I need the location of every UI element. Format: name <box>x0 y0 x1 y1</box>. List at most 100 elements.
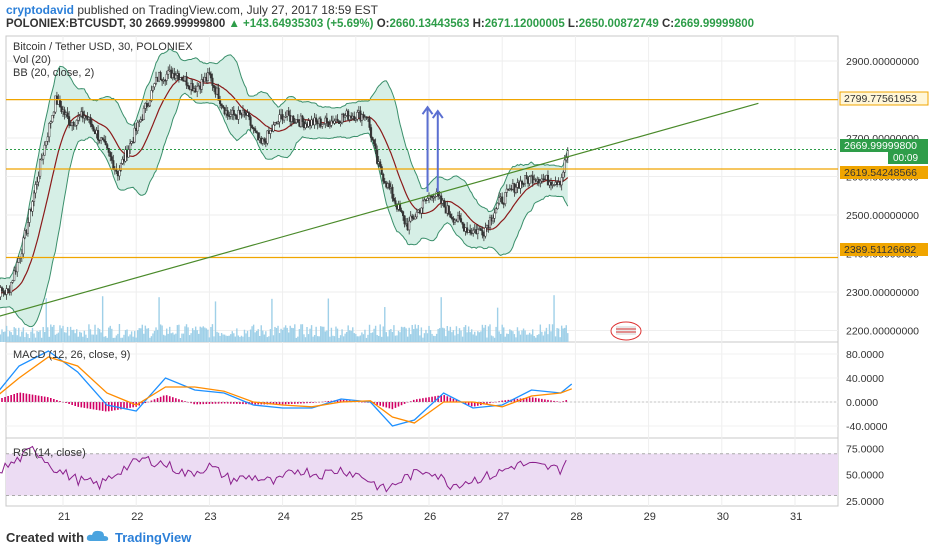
candle-body <box>209 73 212 79</box>
candle-body <box>32 192 36 202</box>
volume-bar <box>149 337 151 342</box>
candle-body <box>90 123 94 127</box>
volume-bar <box>431 333 433 342</box>
volume-bar <box>466 332 468 342</box>
candle-body <box>371 137 374 141</box>
volume-bar <box>362 334 365 342</box>
macd-histogram-bar <box>553 400 555 402</box>
volume-bar <box>315 326 317 342</box>
candle-body <box>333 120 336 124</box>
candle-body <box>119 163 123 171</box>
volume-bar <box>86 337 89 342</box>
flag-icon[interactable] <box>610 321 642 341</box>
x-tick-label: 23 <box>204 511 216 523</box>
macd-signal-line <box>0 356 572 424</box>
volume-bar <box>48 336 50 342</box>
candle-body <box>254 128 257 132</box>
macd-histogram-bar <box>239 402 241 404</box>
volume-bar <box>390 329 392 342</box>
tradingview-brand[interactable]: TradingView <box>115 530 192 545</box>
volume-bar <box>176 325 179 342</box>
candle-body <box>187 84 190 87</box>
candle-body <box>5 288 8 295</box>
volume-bar <box>252 324 255 342</box>
candle-body <box>101 137 104 140</box>
volume-bar <box>140 328 142 342</box>
volume-bar <box>425 329 427 342</box>
volume-bar <box>237 335 240 342</box>
candle-body <box>229 114 232 117</box>
candle-body <box>414 216 417 220</box>
candle-body <box>362 114 365 118</box>
volume-bar <box>13 327 15 342</box>
candle-body <box>103 139 106 142</box>
macd-pane[interactable] <box>5 341 839 439</box>
volume-bar <box>321 326 323 342</box>
volume-bar <box>306 326 308 342</box>
volume-bar <box>376 334 378 342</box>
volume-bar <box>535 337 537 342</box>
macd-histogram-bar <box>254 402 256 405</box>
macd-histogram-bar <box>525 397 528 402</box>
volume-bar <box>492 336 494 342</box>
macd-histogram-bar <box>25 393 28 402</box>
candle-body <box>23 230 26 239</box>
candle-body <box>426 198 429 201</box>
macd-histogram-bar <box>498 401 500 402</box>
macd-histogram-bar <box>129 402 131 408</box>
candle-body <box>278 114 281 123</box>
volume-bar <box>233 333 235 342</box>
volume-bar <box>152 333 154 342</box>
macd-histogram-bar <box>162 395 165 402</box>
volume-bar <box>135 337 137 342</box>
candle-body <box>42 154 45 160</box>
volume-bar <box>565 325 567 342</box>
candle-body <box>237 110 240 120</box>
volume-bar <box>105 336 107 342</box>
volume-bar <box>312 336 314 342</box>
volume-bar <box>426 333 429 342</box>
volume-bar <box>291 327 293 342</box>
volume-bar <box>333 336 336 342</box>
macd-histogram-bar <box>419 398 421 402</box>
macd-histogram-bar <box>382 402 385 407</box>
volume-bar <box>457 333 459 342</box>
volume-bar <box>272 335 275 342</box>
volume-bar <box>30 331 32 342</box>
candle-body <box>22 237 25 255</box>
macd-histogram-bar <box>309 402 311 404</box>
candle-body <box>479 228 482 231</box>
volume-bar <box>416 328 418 342</box>
volume-bar <box>326 330 328 342</box>
candle-body <box>39 159 42 177</box>
volume-bar <box>118 324 121 342</box>
macd-histogram-bar <box>562 401 564 402</box>
author-link[interactable]: cryptodavid <box>6 3 75 17</box>
volume-bar <box>288 332 290 342</box>
volume-bar <box>509 329 511 342</box>
macd-histogram-bar <box>464 402 467 404</box>
macd-histogram-bar <box>208 402 211 404</box>
macd-histogram-bar <box>443 395 446 402</box>
volume-bar <box>249 329 252 342</box>
candle-body <box>284 116 287 118</box>
volume-bar <box>263 334 265 342</box>
volume-bar <box>10 332 12 342</box>
x-tick-label: 26 <box>424 511 436 523</box>
volume-bar <box>5 325 8 342</box>
volume-bar <box>355 333 357 342</box>
macd-histogram-bar <box>101 402 104 411</box>
macd-histogram-bar <box>492 402 494 403</box>
volume-bar <box>394 335 397 342</box>
volume-bar <box>381 336 383 342</box>
candle-body <box>488 217 492 228</box>
macd-histogram-bar <box>446 396 449 402</box>
candle-body <box>60 106 63 112</box>
x-tick-label: 30 <box>717 511 729 523</box>
level-top-tag <box>839 91 929 106</box>
macd-histogram-bar <box>172 397 174 402</box>
macd-histogram-bar <box>178 399 180 402</box>
macd-histogram-bar <box>495 401 497 403</box>
candle-body <box>269 130 272 134</box>
